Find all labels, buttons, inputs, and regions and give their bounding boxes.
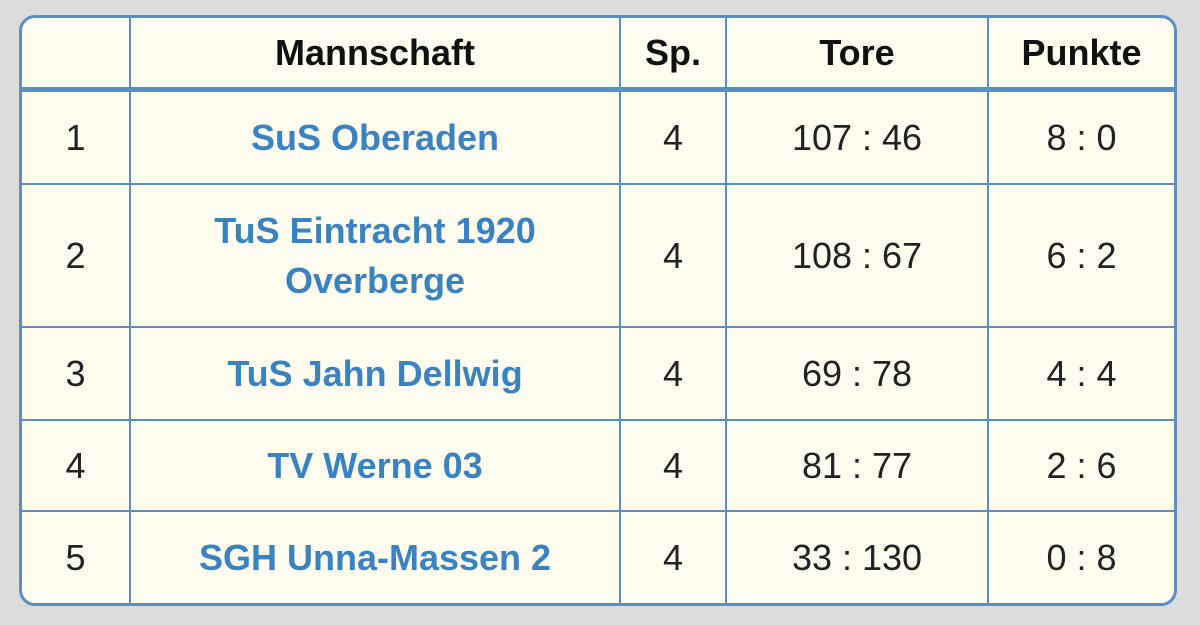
rank-cell: 2: [22, 185, 129, 328]
rank-cell: 4: [22, 421, 129, 512]
standings-table: Mannschaft Sp. Tore Punkte 1 SuS Oberade…: [22, 18, 1174, 603]
team-name-line[interactable]: Overberge: [284, 259, 466, 301]
team-name-line[interactable]: SGH Unna-Massen 2: [198, 537, 552, 578]
goals-cell: 81 : 77: [725, 421, 987, 512]
team-name-line[interactable]: TuS Eintracht 1920: [214, 209, 536, 251]
header-row: Mannschaft Sp. Tore Punkte: [22, 18, 1174, 92]
goals-cell: 108 : 67: [725, 185, 987, 328]
team-name-line[interactable]: SuS Oberaden: [250, 116, 500, 158]
header-goals: Tore: [725, 18, 987, 92]
table-row: 1 SuS Oberaden 4 107 : 46 8 : 0: [22, 92, 1174, 185]
games-cell: 4: [619, 421, 725, 512]
goals-cell: 33 : 130: [725, 512, 987, 603]
team-link[interactable]: SuS Oberaden: [129, 92, 619, 185]
rank-cell: 5: [65, 537, 86, 578]
table-row: 5 SGH Unna-Massen 2 4 33 : 130 0 : 8: [22, 512, 1174, 603]
team-link[interactable]: TuS Jahn Dellwig: [129, 328, 619, 421]
points-cell: 0 : 8: [987, 512, 1174, 603]
points-cell: 6 : 2: [987, 185, 1174, 328]
team-name-line[interactable]: TV Werne 03: [267, 444, 483, 486]
table-row: 3 TuS Jahn Dellwig 4 69 : 78 4 : 4: [22, 328, 1174, 421]
table-row: 2 TuS Eintracht 1920 Overberge 4 108 : 6…: [22, 185, 1174, 328]
header-points: Punkte: [987, 18, 1174, 92]
rank-cell: 3: [22, 328, 129, 421]
games-cell: 4: [619, 92, 725, 185]
rank-cell: 1: [22, 92, 129, 185]
standings-card: Mannschaft Sp. Tore Punkte 1 SuS Oberade…: [19, 15, 1177, 606]
team-link[interactable]: SGH Unna-Massen 2: [129, 512, 619, 603]
team-name-line[interactable]: TuS Jahn Dellwig: [227, 352, 523, 394]
header-games: Sp.: [619, 18, 725, 92]
header-rank: [22, 18, 129, 92]
games-cell: 4: [619, 328, 725, 421]
table-row: 4 TV Werne 03 4 81 : 77 2 : 6: [22, 421, 1174, 512]
points-cell: 4 : 4: [987, 328, 1174, 421]
points-cell: 8 : 0: [987, 92, 1174, 185]
games-cell: 4: [619, 185, 725, 328]
goals-cell: 107 : 46: [725, 92, 987, 185]
team-link[interactable]: TV Werne 03: [129, 421, 619, 512]
points-cell: 2 : 6: [987, 421, 1174, 512]
games-cell: 4: [619, 512, 725, 603]
goals-cell: 69 : 78: [725, 328, 987, 421]
team-link[interactable]: TuS Eintracht 1920 Overberge: [129, 185, 619, 328]
header-team: Mannschaft: [129, 18, 619, 92]
